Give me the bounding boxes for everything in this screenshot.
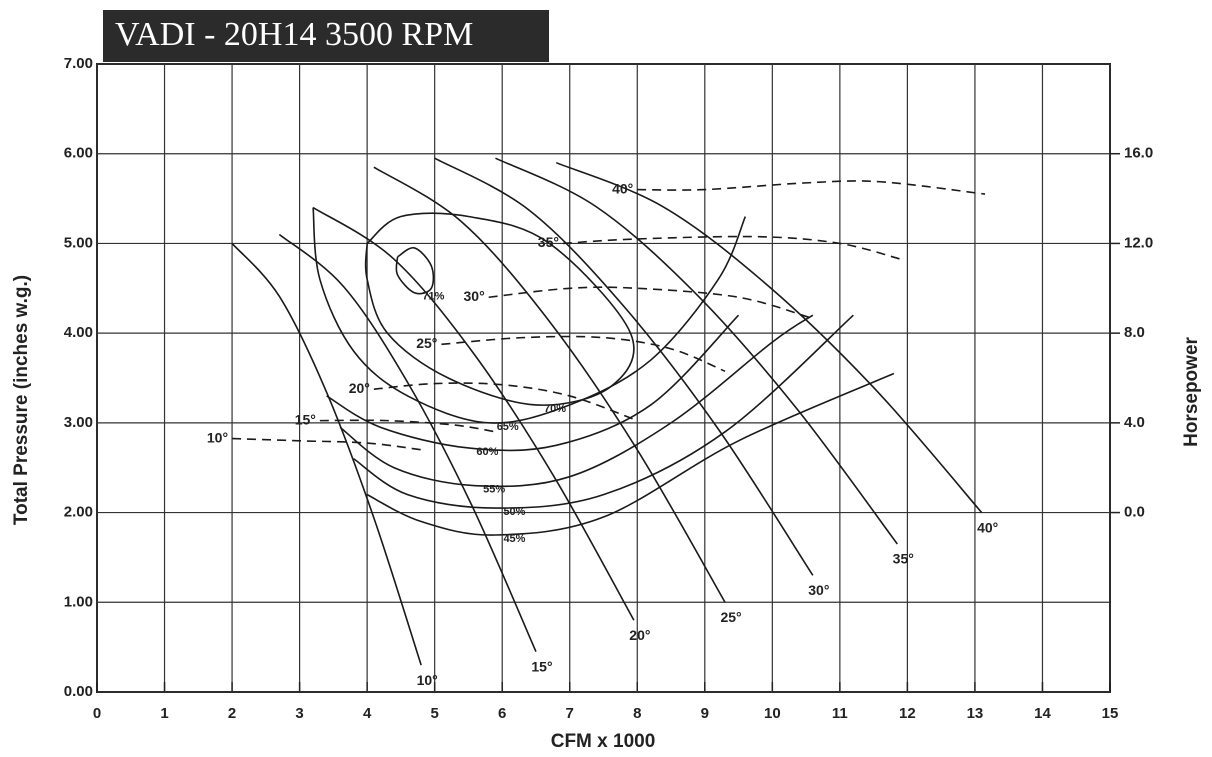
- curve-label: 45%: [503, 533, 525, 545]
- curve-label: 35°: [893, 551, 914, 567]
- curve-label: 25°: [720, 609, 741, 625]
- curve: [312, 206, 635, 621]
- curve: [364, 212, 635, 406]
- y2-tick-label: 12.0: [1124, 234, 1153, 251]
- curve-label: 60%: [476, 446, 498, 458]
- curve: [319, 419, 496, 433]
- y-tick-label: 2.00: [64, 504, 93, 521]
- curve: [637, 180, 986, 195]
- curve: [231, 242, 422, 666]
- plot-frame: [96, 63, 1111, 693]
- y-tick-label: 5.00: [64, 234, 93, 251]
- curve: [278, 233, 537, 652]
- curve: [373, 166, 726, 603]
- x-tick-label: 13: [967, 705, 984, 722]
- curve: [488, 286, 810, 319]
- curve-label: 10°: [417, 672, 438, 688]
- curve: [312, 207, 747, 424]
- y2-tick-label: 4.0: [1124, 414, 1145, 431]
- y-axis-title: Total Pressure (inches w.g.): [11, 275, 32, 525]
- curve: [353, 314, 854, 509]
- curve-label: 55%: [483, 484, 505, 496]
- curve: [441, 335, 726, 373]
- chart-title: VADI - 20H14 3500 RPM: [115, 16, 473, 53]
- x-tick-label: 6: [498, 705, 506, 722]
- x-tick-label: 8: [633, 705, 641, 722]
- x-tick-label: 12: [899, 705, 916, 722]
- y-tick-label: 4.00: [64, 324, 93, 341]
- curve-label: 15°: [531, 658, 552, 674]
- curve-label: 30°: [808, 582, 829, 598]
- curve-label: 20°: [349, 380, 370, 396]
- curve-label: 30°: [464, 288, 485, 304]
- curve: [434, 157, 814, 576]
- y2-tick-label: 0.0: [1124, 504, 1145, 521]
- curve: [326, 314, 740, 452]
- x-tick-label: 4: [363, 705, 372, 722]
- x-tick-label: 14: [1034, 705, 1051, 722]
- curve: [555, 161, 983, 514]
- curve-label: 50%: [503, 506, 525, 518]
- y-tick-label: 7.00: [64, 55, 93, 72]
- title-box: [103, 10, 549, 62]
- x-tick-label: 3: [295, 705, 303, 722]
- curve: [562, 235, 901, 260]
- x-tick-label: 1: [160, 705, 168, 722]
- y2-tick-label: 16.0: [1124, 145, 1153, 162]
- x-tick-label: 9: [701, 705, 709, 722]
- y-tick-label: 1.00: [64, 593, 93, 610]
- y2-axis-title: Horsepower: [1181, 336, 1202, 446]
- curve: [395, 247, 435, 295]
- curve-label: 40°: [977, 519, 998, 535]
- x-axis-title: CFM x 1000: [551, 731, 656, 752]
- curve-label: 20°: [629, 627, 650, 643]
- curve: [373, 382, 638, 422]
- curve: [232, 437, 422, 451]
- y2-tick-label: 8.0: [1124, 324, 1145, 341]
- x-tick-label: 0: [93, 705, 101, 722]
- curve-label: 25°: [416, 335, 437, 351]
- x-tick-label: 2: [228, 705, 236, 722]
- x-tick-label: 7: [566, 705, 574, 722]
- curve: [495, 157, 898, 545]
- curve-label: 15°: [295, 411, 316, 427]
- x-tick-label: 15: [1102, 705, 1119, 722]
- x-tick-label: 10: [764, 705, 781, 722]
- curve: [366, 372, 895, 536]
- y-tick-label: 6.00: [64, 145, 93, 162]
- x-tick-label: 11: [832, 705, 848, 722]
- curve-label: 40°: [612, 180, 633, 196]
- y-tick-label: 0.00: [64, 683, 93, 700]
- curve-label: 65%: [497, 421, 519, 433]
- curve-label: 71%: [422, 291, 444, 303]
- x-tick-label: 5: [430, 705, 438, 722]
- y-tick-label: 3.00: [64, 414, 93, 431]
- curve-label: 10°: [207, 429, 228, 445]
- curve: [339, 314, 814, 488]
